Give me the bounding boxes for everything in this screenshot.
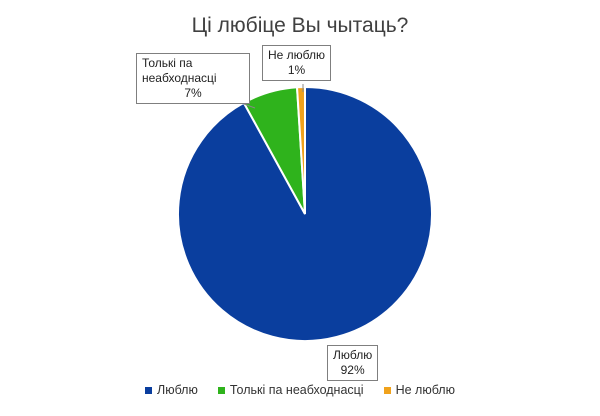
legend-swatch [383,386,391,394]
data-label-tolki: Толькі па неабходнасці 7% [136,53,250,104]
legend-swatch [217,386,225,394]
data-label-name: Не люблю [268,48,326,62]
legend-item: Толькі па неабходнасці [217,383,364,397]
legend-label: Люблю [157,383,198,397]
legend-label: Не люблю [395,383,455,397]
legend-item: Люблю [145,383,198,397]
data-label-name: Люблю [333,348,373,362]
legend-item: Не люблю [383,383,455,397]
pie-slice [295,85,306,215]
legend: Люблю Толькі па неабходнасці Не люблю [0,383,600,397]
legend-swatch [145,386,152,394]
data-label-ne-liublu: Не люблю 1% [262,45,332,81]
chart-title: Ці любіце Вы чытаць? [191,14,409,37]
data-label-value: 92% [340,363,365,377]
legend-label: Толькі па неабходнасці [229,383,364,397]
data-label-name: Толькі па неабходнасці [142,56,217,85]
data-label-value: 7% [184,86,202,100]
data-label-value: 1% [287,63,306,77]
data-label-liublu: Люблю 92% [327,345,379,381]
leader-line [243,103,256,109]
